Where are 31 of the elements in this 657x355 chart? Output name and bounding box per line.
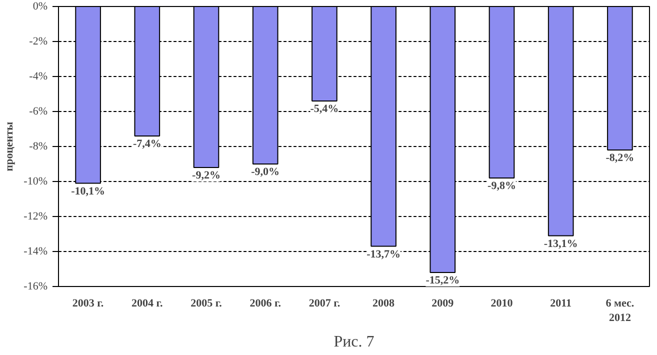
y-tick-label: -12%: [24, 210, 48, 222]
x-tick-label: 2003 г.: [72, 298, 104, 310]
y-tick-label: -16%: [24, 280, 48, 292]
x-tick-label: 2006 г.: [250, 298, 282, 310]
y-tick-label: -6%: [29, 106, 48, 118]
x-tick-label: 6 мес. 2012: [606, 298, 634, 324]
data-label: -9,2%: [192, 170, 220, 182]
y-tick-label: -8%: [29, 140, 48, 152]
data-label: -13,7%: [366, 248, 401, 260]
y-tick-label: -4%: [29, 70, 48, 82]
x-tick-label: 2010: [490, 298, 514, 310]
y-axis-title: проценты: [4, 121, 16, 172]
data-label: -9,8%: [488, 180, 516, 192]
x-tick-label: 2008: [372, 298, 396, 310]
y-tick-label: -14%: [24, 246, 48, 258]
y-tick-label: 0%: [32, 0, 48, 12]
data-label: -9,0%: [251, 166, 280, 178]
data-label: -7,4%: [132, 138, 162, 150]
y-tick-label: -2%: [29, 36, 48, 48]
x-tick-label: 2005 г.: [190, 298, 222, 310]
x-tick-label: 2009: [432, 298, 454, 310]
data-label: -13,1%: [544, 238, 578, 250]
data-label: -15,2%: [426, 274, 460, 286]
data-label: -5,4%: [310, 103, 339, 115]
text: Рис. 7: [334, 334, 374, 350]
x-tick-label: 2007 г.: [308, 298, 340, 310]
x-tick-label: 2011: [550, 298, 572, 310]
y-tick-label: -10%: [24, 176, 48, 188]
data-label: -8,2%: [606, 152, 634, 164]
x-tick-label: 2004 г.: [132, 298, 164, 310]
data-label: -10,1%: [71, 185, 106, 198]
